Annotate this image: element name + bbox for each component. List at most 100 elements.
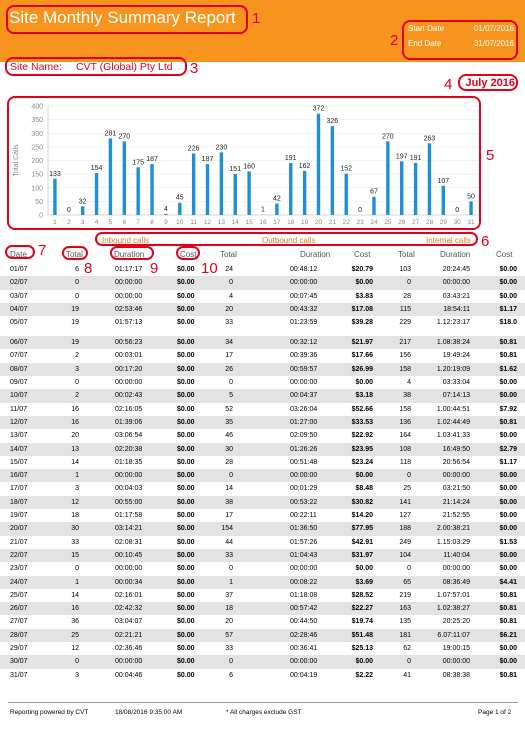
table-cell: 00:22:11 bbox=[290, 512, 317, 520]
annotation-number-10: 10 bbox=[201, 260, 218, 277]
table-cell: 26 bbox=[225, 365, 233, 373]
table-row: 19/07 18 01:17:58 $0.00 17 00:22:11 $14.20 127 2… bbox=[0, 509, 525, 522]
table-cell: 03:43:21 bbox=[442, 292, 470, 300]
table-cell: 01:04:43 bbox=[290, 551, 318, 559]
bar bbox=[247, 171, 251, 215]
col-int-duration: Duration bbox=[440, 250, 471, 259]
table-cell: 01:36:50 bbox=[290, 525, 318, 533]
table-cell: 09/07 bbox=[10, 379, 28, 387]
table-cell: 158 bbox=[399, 405, 411, 413]
table-cell: 02:21:21 bbox=[115, 631, 143, 639]
bar bbox=[441, 185, 446, 215]
table-cell: 20 bbox=[71, 432, 79, 440]
table-cell: $0.00 bbox=[177, 339, 195, 347]
table-cell: 0 bbox=[229, 472, 233, 480]
table-cell: $17.66 bbox=[351, 352, 373, 360]
annotation-number-5: 5 bbox=[486, 147, 495, 164]
x-tick-label: 4 bbox=[95, 219, 99, 226]
table-cell: 4 bbox=[407, 379, 411, 387]
annotation-box-dates bbox=[402, 20, 518, 60]
y-tick-label: 400 bbox=[31, 104, 43, 111]
annotation-number-9: 9 bbox=[150, 260, 159, 277]
table-cell: $0.00 bbox=[499, 565, 517, 573]
table-cell: 12/07 bbox=[10, 418, 28, 426]
table-cell: $0.00 bbox=[177, 498, 195, 506]
table-cell: $1.62 bbox=[499, 365, 517, 373]
table-cell: 28/07 bbox=[10, 631, 28, 639]
table-cell: 6.07:11:07 bbox=[437, 631, 470, 639]
table-cell: 22/07 bbox=[10, 551, 28, 559]
col-in-total: Total bbox=[66, 250, 83, 259]
table-cell: $0.00 bbox=[177, 671, 195, 679]
table-cell: 41 bbox=[403, 671, 411, 679]
table-cell: $0.00 bbox=[177, 565, 195, 573]
table-cell: $1.17 bbox=[499, 458, 517, 466]
table-cell: $0.81 bbox=[499, 605, 517, 613]
table-cell: 00:43:32 bbox=[290, 305, 318, 313]
bar-value-label: 45 bbox=[176, 195, 184, 202]
table-row: 04/07 19 02:53:46 $0.00 20 00:43:32 $17.08 115 1… bbox=[0, 302, 525, 317]
table-cell: 00:00:00 bbox=[115, 472, 143, 480]
bar-value-label: 0 bbox=[358, 207, 362, 214]
annotation-box-date bbox=[5, 245, 35, 259]
table-cell: $0.00 bbox=[177, 512, 195, 520]
table-cell: 0 bbox=[75, 565, 79, 573]
table-row: 13/07 20 03:06:54 $0.00 46 02:09:50 $22.92 164 1… bbox=[0, 429, 525, 442]
table-cell: 05/07 bbox=[10, 319, 28, 327]
bar bbox=[80, 206, 85, 215]
table-cell: $26.99 bbox=[351, 365, 373, 373]
table-cell: 00:04:46 bbox=[115, 671, 143, 679]
table-cell: 65 bbox=[403, 578, 411, 586]
bar bbox=[386, 141, 390, 215]
x-tick-label: 29 bbox=[440, 219, 448, 226]
table-cell: $0.00 bbox=[177, 458, 195, 466]
table-cell: 2 bbox=[75, 392, 79, 400]
table-cell: $0.00 bbox=[177, 618, 195, 626]
table-cell: 06/07 bbox=[10, 339, 28, 347]
table-cell: 11:40:04 bbox=[443, 551, 470, 559]
table-cell: $22.92 bbox=[351, 432, 373, 440]
table-cell: 0 bbox=[229, 658, 233, 666]
x-tick-label: 28 bbox=[426, 219, 434, 226]
end-date-value: 31/07/2016 bbox=[473, 39, 514, 48]
table-cell: 36 bbox=[71, 618, 79, 626]
table-cell: 00:00:00 bbox=[115, 565, 143, 573]
table-cell: 19 bbox=[71, 305, 79, 313]
bar-value-label: 326 bbox=[327, 118, 339, 125]
legend-outbound: Outbound calls bbox=[262, 236, 316, 245]
table-cell: 02:42:32 bbox=[115, 605, 143, 613]
bar bbox=[275, 203, 279, 215]
table-cell: 01:18:08 bbox=[290, 591, 318, 599]
table-cell: $18.0 bbox=[499, 319, 517, 327]
bar bbox=[330, 126, 335, 215]
table-cell: $0.00 bbox=[177, 266, 195, 273]
table-cell: $0.00 bbox=[355, 279, 373, 287]
table-cell: $0.00 bbox=[355, 565, 373, 573]
table-cell: $0.00 bbox=[177, 631, 195, 639]
table-cell: $0.00 bbox=[177, 365, 195, 373]
x-tick-label: 9 bbox=[164, 219, 168, 226]
table-cell: $0.81 bbox=[499, 591, 517, 599]
bar bbox=[164, 213, 168, 215]
table-cell: 3 bbox=[75, 671, 79, 679]
table-cell: $0.00 bbox=[355, 658, 373, 666]
x-tick-label: 31 bbox=[467, 219, 475, 226]
table-cell: $22.27 bbox=[351, 605, 373, 613]
table-cell: $21.97 bbox=[351, 339, 373, 347]
bar-value-label: 67 bbox=[370, 189, 378, 196]
table-cell: $23.24 bbox=[351, 458, 373, 466]
table-row: 27/07 36 03:04:07 $0.00 20 00:44:50 $19.74 135 2… bbox=[0, 615, 525, 628]
table-cell: 217 bbox=[399, 339, 411, 347]
bar-value-label: 187 bbox=[202, 156, 214, 163]
table-cell: $3.83 bbox=[355, 292, 373, 300]
y-tick-label: 300 bbox=[31, 131, 43, 138]
table-cell: 188 bbox=[399, 525, 411, 533]
table-cell: 35 bbox=[225, 418, 233, 426]
table-cell: 141 bbox=[399, 498, 411, 506]
table-cell: $0.00 bbox=[177, 319, 195, 327]
table-cell: $31.97 bbox=[351, 551, 373, 559]
site-name-value: CVT (Global) Pty Ltd bbox=[75, 61, 173, 73]
table-cell: 17 bbox=[225, 352, 233, 360]
table-cell: 25 bbox=[71, 631, 79, 639]
table-cell: 19 bbox=[71, 319, 79, 327]
